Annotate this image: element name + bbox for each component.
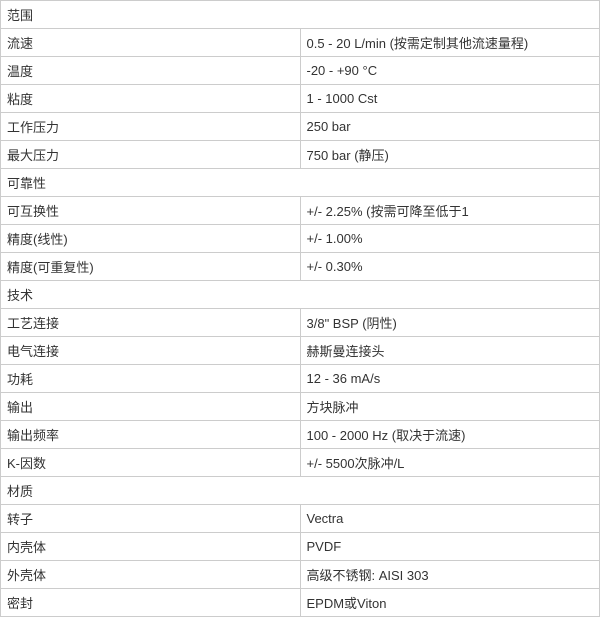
spec-value: +/- 2.25% (按需可降至低于1 xyxy=(300,197,600,225)
spec-label: 电气连接 xyxy=(1,337,301,365)
spec-value: PVDF xyxy=(300,533,600,561)
section-header: 范围 xyxy=(1,1,600,29)
spec-label: 功耗 xyxy=(1,365,301,393)
spec-label: 转子 xyxy=(1,505,301,533)
table-row: 最大压力750 bar (静压) xyxy=(1,141,600,169)
spec-value: 12 - 36 mA/s xyxy=(300,365,600,393)
spec-label: 输出 xyxy=(1,393,301,421)
spec-label: 工艺连接 xyxy=(1,309,301,337)
spec-label: 粘度 xyxy=(1,85,301,113)
spec-label: 可互换性 xyxy=(1,197,301,225)
spec-value: 3/8" BSP (阴性) xyxy=(300,309,600,337)
section-header: 可靠性 xyxy=(1,169,600,197)
table-row: 范围 xyxy=(1,1,600,29)
spec-value: 750 bar (静压) xyxy=(300,141,600,169)
spec-label: 温度 xyxy=(1,57,301,85)
spec-value: 高级不锈钢: AISI 303 xyxy=(300,561,600,589)
spec-value: 100 - 2000 Hz (取决于流速) xyxy=(300,421,600,449)
table-row: 精度(可重复性)+/- 0.30% xyxy=(1,253,600,281)
spec-value: 0.5 - 20 L/min (按需定制其他流速量程) xyxy=(300,29,600,57)
spec-label: 外壳体 xyxy=(1,561,301,589)
spec-value: +/- 0.30% xyxy=(300,253,600,281)
spec-value: 1 - 1000 Cst xyxy=(300,85,600,113)
table-row: 技术 xyxy=(1,281,600,309)
table-row: 工艺连接3/8" BSP (阴性) xyxy=(1,309,600,337)
spec-label: 精度(可重复性) xyxy=(1,253,301,281)
section-header: 技术 xyxy=(1,281,600,309)
spec-value: +/- 1.00% xyxy=(300,225,600,253)
spec-label: 输出频率 xyxy=(1,421,301,449)
table-row: 密封EPDM或Viton xyxy=(1,589,600,617)
table-row: 粘度1 - 1000 Cst xyxy=(1,85,600,113)
table-row: 可靠性 xyxy=(1,169,600,197)
table-row: 电气连接赫斯曼连接头 xyxy=(1,337,600,365)
spec-table: 范围流速0.5 - 20 L/min (按需定制其他流速量程)温度-20 - +… xyxy=(0,0,600,617)
table-row: 可互换性 +/- 2.25% (按需可降至低于1 xyxy=(1,197,600,225)
spec-value: 方块脉冲 xyxy=(300,393,600,421)
table-row: 内壳体PVDF xyxy=(1,533,600,561)
table-row: 转子Vectra xyxy=(1,505,600,533)
table-row: 输出频率100 - 2000 Hz (取决于流速) xyxy=(1,421,600,449)
spec-label: 精度(线性) xyxy=(1,225,301,253)
table-row: 功耗12 - 36 mA/s xyxy=(1,365,600,393)
table-row: 温度-20 - +90 °C xyxy=(1,57,600,85)
spec-value: -20 - +90 °C xyxy=(300,57,600,85)
spec-value: +/- 5500次脉冲/L xyxy=(300,449,600,477)
table-row: 工作压力250 bar xyxy=(1,113,600,141)
spec-label: 流速 xyxy=(1,29,301,57)
spec-value: 赫斯曼连接头 xyxy=(300,337,600,365)
section-header: 材质 xyxy=(1,477,600,505)
table-row: 材质 xyxy=(1,477,600,505)
spec-value: EPDM或Viton xyxy=(300,589,600,617)
table-row: 精度(线性)+/- 1.00% xyxy=(1,225,600,253)
table-row: 外壳体高级不锈钢: AISI 303 xyxy=(1,561,600,589)
spec-label: K-因数 xyxy=(1,449,301,477)
table-row: K-因数+/- 5500次脉冲/L xyxy=(1,449,600,477)
table-row: 流速0.5 - 20 L/min (按需定制其他流速量程) xyxy=(1,29,600,57)
table-row: 输出方块脉冲 xyxy=(1,393,600,421)
spec-table-body: 范围流速0.5 - 20 L/min (按需定制其他流速量程)温度-20 - +… xyxy=(1,1,600,617)
spec-label: 密封 xyxy=(1,589,301,617)
spec-value: 250 bar xyxy=(300,113,600,141)
spec-label: 工作压力 xyxy=(1,113,301,141)
spec-label: 最大压力 xyxy=(1,141,301,169)
spec-value: Vectra xyxy=(300,505,600,533)
spec-label: 内壳体 xyxy=(1,533,301,561)
